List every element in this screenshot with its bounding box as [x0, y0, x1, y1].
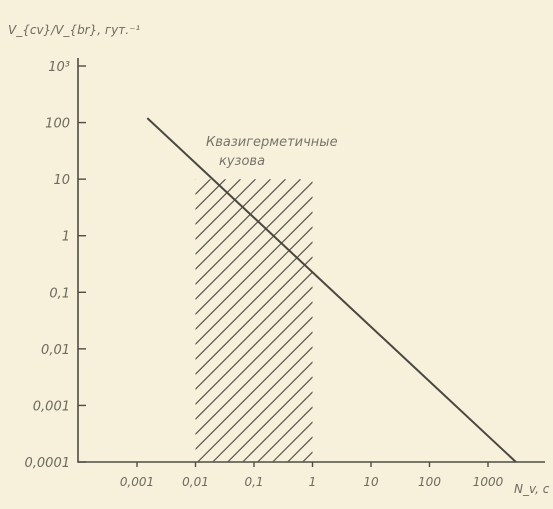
y-axis-label: V_{cv}/V_{br}, гут.⁻¹ [8, 23, 140, 37]
y-tick-label: 0,01 [41, 343, 70, 358]
hatch-line [195, 211, 313, 330]
hatch-line [195, 286, 313, 405]
series-line [146, 117, 517, 463]
x-tick-label: 1 [309, 475, 317, 489]
region-label-line-2: кузова [219, 154, 265, 169]
hatch-line [195, 316, 313, 435]
y-tick-label: 10³ [48, 60, 70, 75]
hatch-line [302, 451, 313, 462]
hatch-line [195, 241, 313, 360]
region-label-line-1: Квазигерметичные [206, 135, 338, 150]
y-tick-label: 0,1 [49, 286, 70, 301]
hatch-line [195, 181, 313, 300]
hatched-region [195, 179, 553, 462]
y-tick-label: 0,001 [33, 399, 70, 414]
hatch-line [212, 361, 313, 462]
hatch-line [195, 179, 301, 285]
hatch-line [195, 179, 286, 270]
hatch-line [257, 406, 313, 462]
hatch-line [197, 346, 313, 462]
hatch-line [195, 179, 211, 195]
hatch-line [195, 179, 226, 210]
hatch-line [195, 271, 313, 390]
x-tick-label: 100 [418, 475, 441, 489]
y-tick-label: 0,0001 [25, 456, 71, 471]
hatch-line [272, 421, 313, 462]
x-tick-label: 1000 [473, 475, 504, 489]
x-tick-label: 0,001 [120, 475, 154, 489]
hatch-line [195, 256, 313, 375]
hatch-line [195, 196, 313, 315]
hatch-line [195, 226, 313, 345]
y-tick-label: 1 [62, 230, 70, 245]
hatch-line [195, 331, 313, 450]
hatch-line [318, 179, 553, 462]
hatch-line [227, 376, 313, 462]
x-tick-label: 0,01 [182, 475, 209, 489]
hatch-line [195, 179, 256, 240]
hatch-line [287, 436, 313, 462]
hatch-line [195, 179, 196, 180]
x-tick-label: 0,1 [244, 475, 263, 489]
hatch-line [195, 179, 271, 255]
x-axis-label: N_v, c [514, 482, 550, 496]
x-tick-label: 10 [363, 475, 379, 489]
hatch-line [195, 301, 313, 420]
y-tick-label: 100 [45, 117, 70, 132]
y-tick-label: 10 [53, 173, 70, 188]
hatch-line [242, 391, 313, 462]
